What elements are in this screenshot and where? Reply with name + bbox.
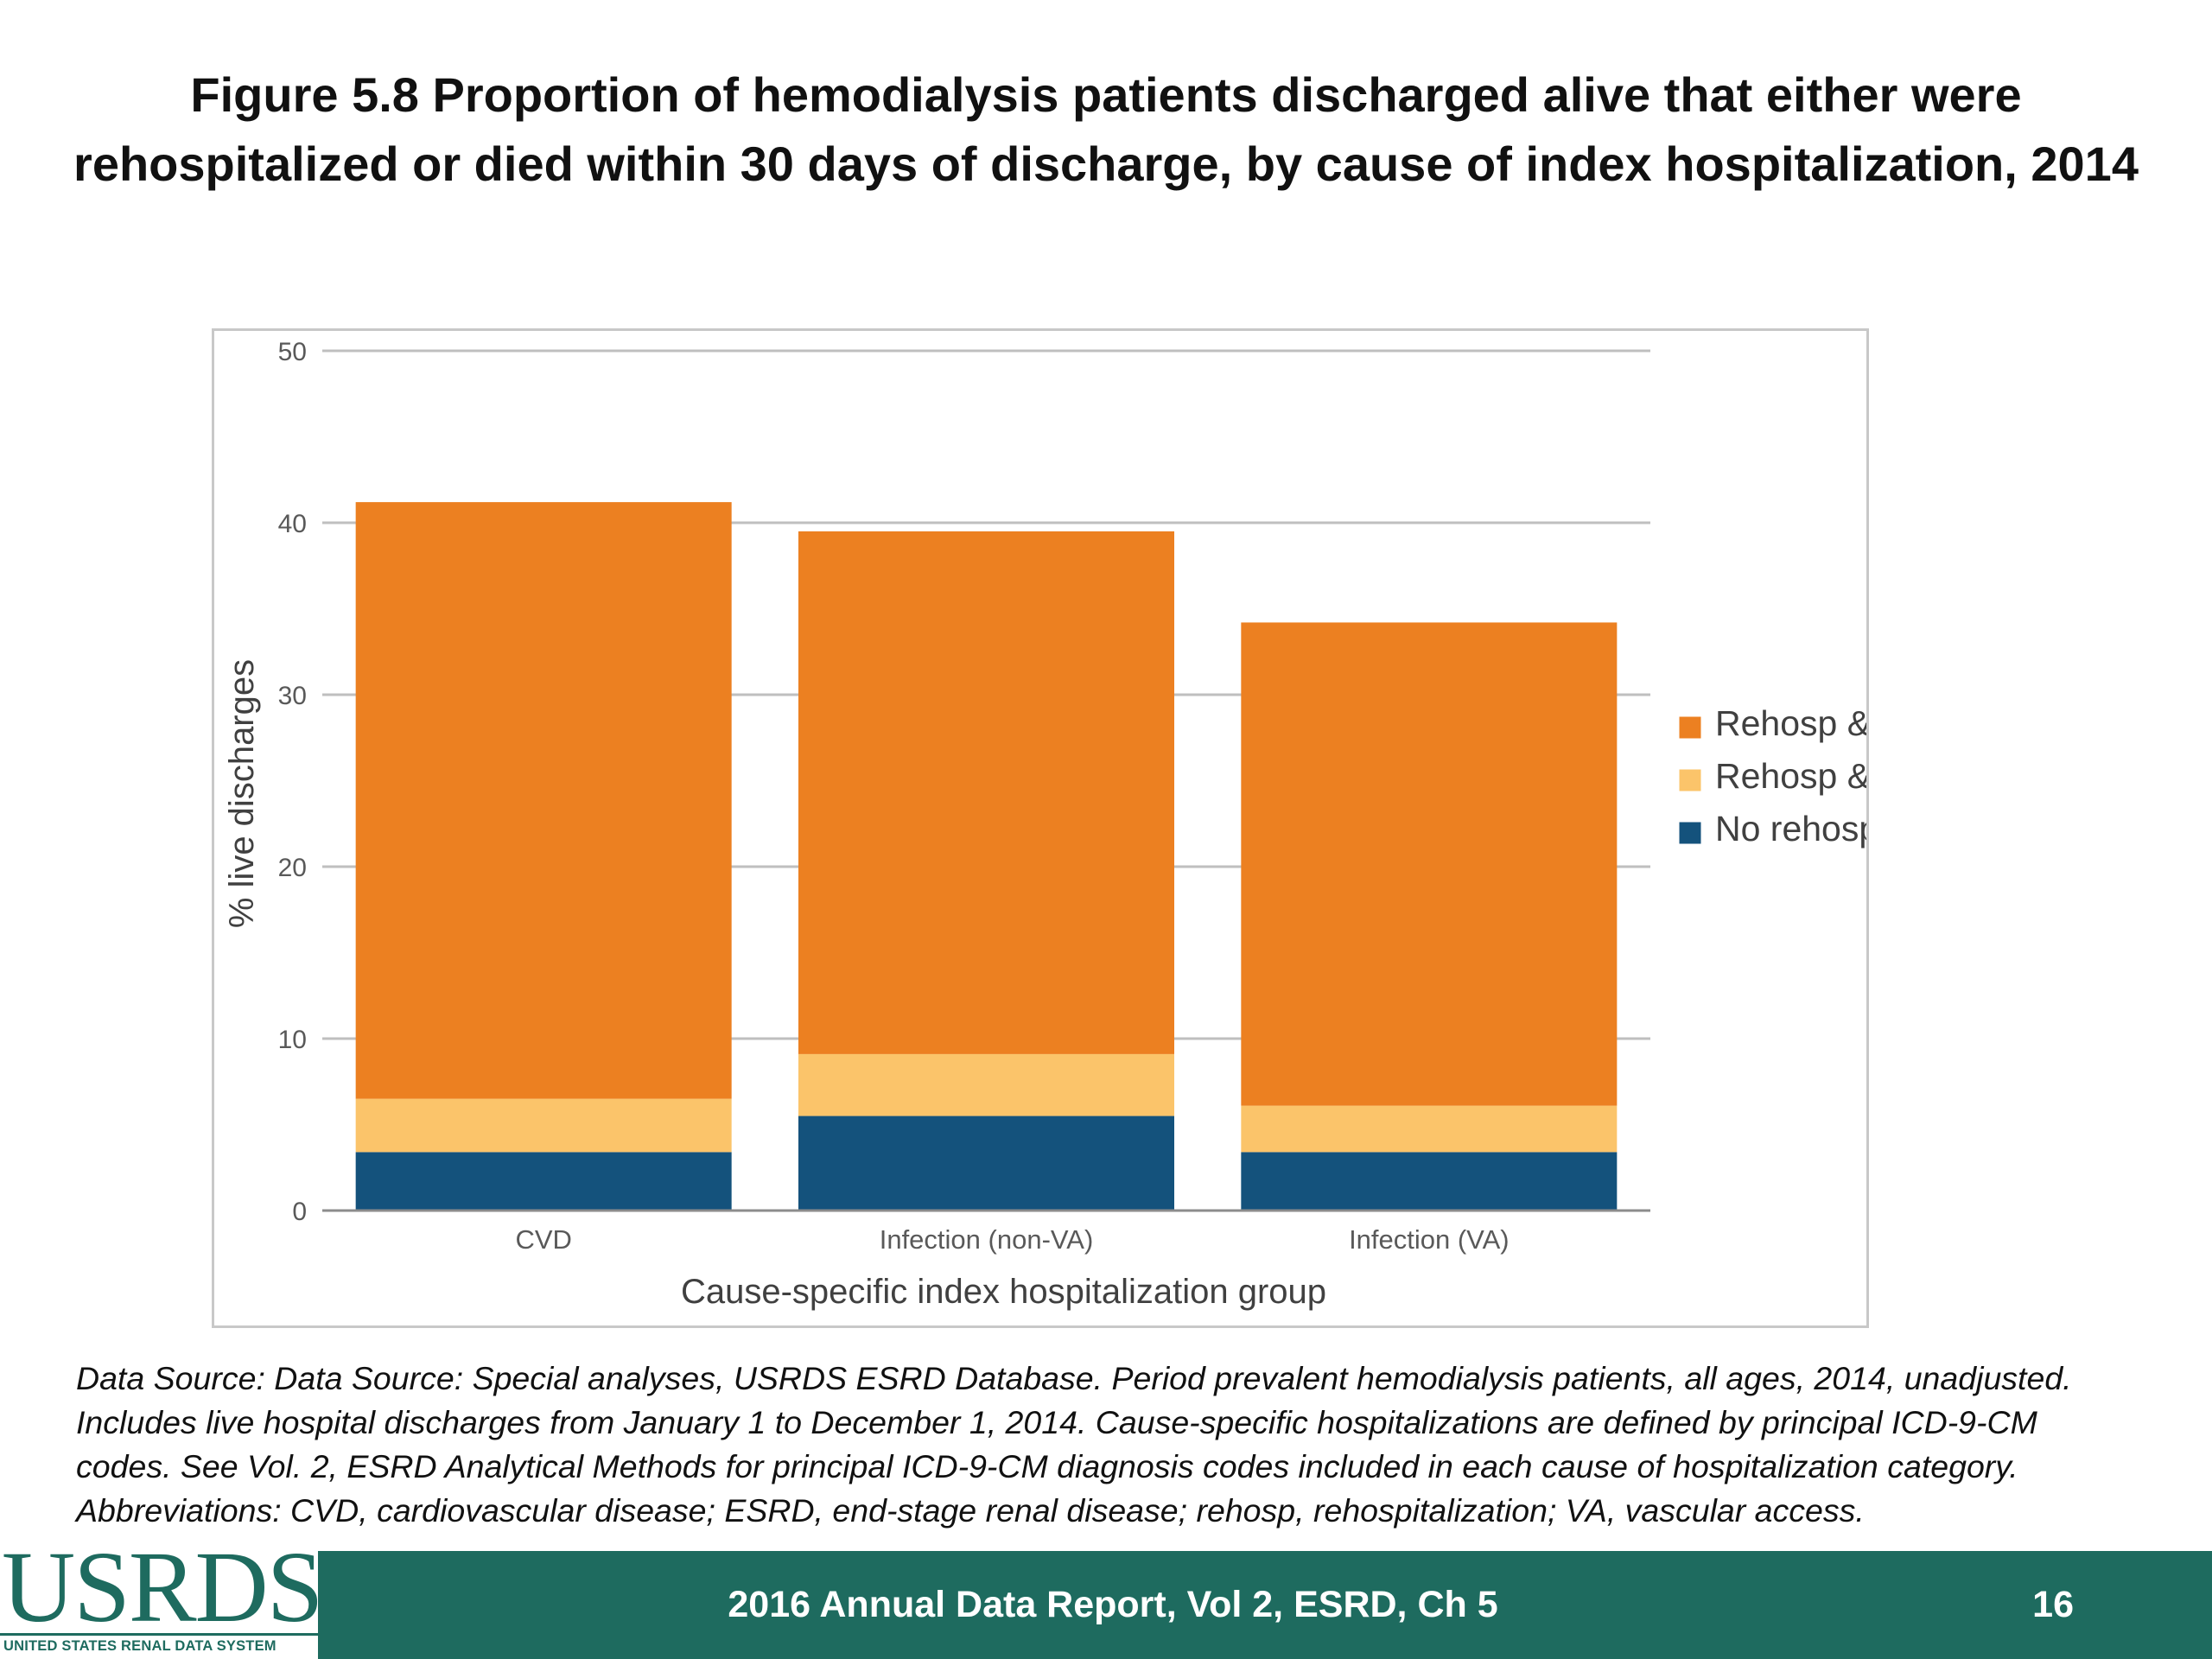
- stacked-bar-chart: 0 10 20 30 40 50 CVD Infection (non-VA) Infectio…: [223, 338, 1866, 1311]
- legend-label: Rehosp & alive: [1715, 703, 1866, 743]
- bar-segment: [798, 1116, 1174, 1211]
- source-line-1: Data Source: Data Source: Special analys…: [76, 1360, 2072, 1396]
- legend-label: Rehosp & died: [1715, 756, 1866, 796]
- logo-subtitle: UNITED STATES RENAL DATA SYSTEM: [3, 1638, 276, 1654]
- y-tick-label: 30: [278, 682, 307, 710]
- source-line-2: Includes live hospital discharges from J…: [76, 1404, 2037, 1440]
- x-tick-label: CVD: [515, 1224, 571, 1255]
- legend-swatch: [1678, 715, 1702, 740]
- bar-segment: [355, 502, 732, 1099]
- bar-segment: [355, 1152, 732, 1211]
- bar-segment: [1241, 1105, 1618, 1153]
- slide-title-line-1: Figure 5.8 Proportion of hemodialysis pa…: [190, 67, 2022, 122]
- source-line-4: Abbreviations: CVD, cardiovascular disea…: [76, 1492, 1865, 1529]
- logo-wordmark: USRDS: [2, 1530, 323, 1643]
- logo-rule: [0, 1633, 318, 1636]
- y-tick-label: 0: [292, 1198, 307, 1226]
- data-source-note: Data Source: Data Source: Special analys…: [76, 1357, 2150, 1533]
- source-line-3: codes. See Vol. 2, ESRD Analytical Metho…: [76, 1448, 2018, 1484]
- footer-bar: 2016 Annual Data Report, Vol 2, ESRD, Ch…: [318, 1551, 2212, 1659]
- x-axis-title: Cause-specific index hospitalization gro…: [681, 1273, 1326, 1311]
- y-tick-label: 50: [278, 338, 307, 366]
- slide-title: Figure 5.8 Proportion of hemodialysis pa…: [0, 60, 2212, 199]
- bar-segment: [355, 1098, 732, 1153]
- bar-segment: [1241, 622, 1618, 1106]
- footer-report-title: 2016 Annual Data Report, Vol 2, ESRD, Ch…: [728, 1584, 1498, 1625]
- chart-frame: 0 10 20 30 40 50 CVD Infection (non-VA) Infectio…: [212, 328, 1869, 1328]
- x-tick-label: Infection (VA): [1349, 1224, 1510, 1255]
- legend-label: No rehosp & died: [1715, 809, 1866, 849]
- y-tick-label: 10: [278, 1026, 307, 1054]
- legend-swatch: [1678, 821, 1702, 845]
- usrds-logo: USRDS UNITED STATES RENAL DATA SYSTEM: [0, 1530, 323, 1659]
- legend-swatch: [1678, 768, 1702, 792]
- slide-title-line-2: rehospitalized or died within 30 days of…: [73, 137, 2139, 191]
- y-axis-title: % live discharges: [223, 659, 261, 928]
- bar-segment: [1241, 1152, 1618, 1211]
- bar-segment: [798, 531, 1174, 1054]
- x-tick-label: Infection (non-VA): [880, 1224, 1094, 1255]
- bar-segment: [798, 1053, 1174, 1116]
- y-tick-label: 40: [278, 510, 307, 538]
- y-tick-label: 20: [278, 854, 307, 882]
- page-number: 16: [2032, 1584, 2074, 1625]
